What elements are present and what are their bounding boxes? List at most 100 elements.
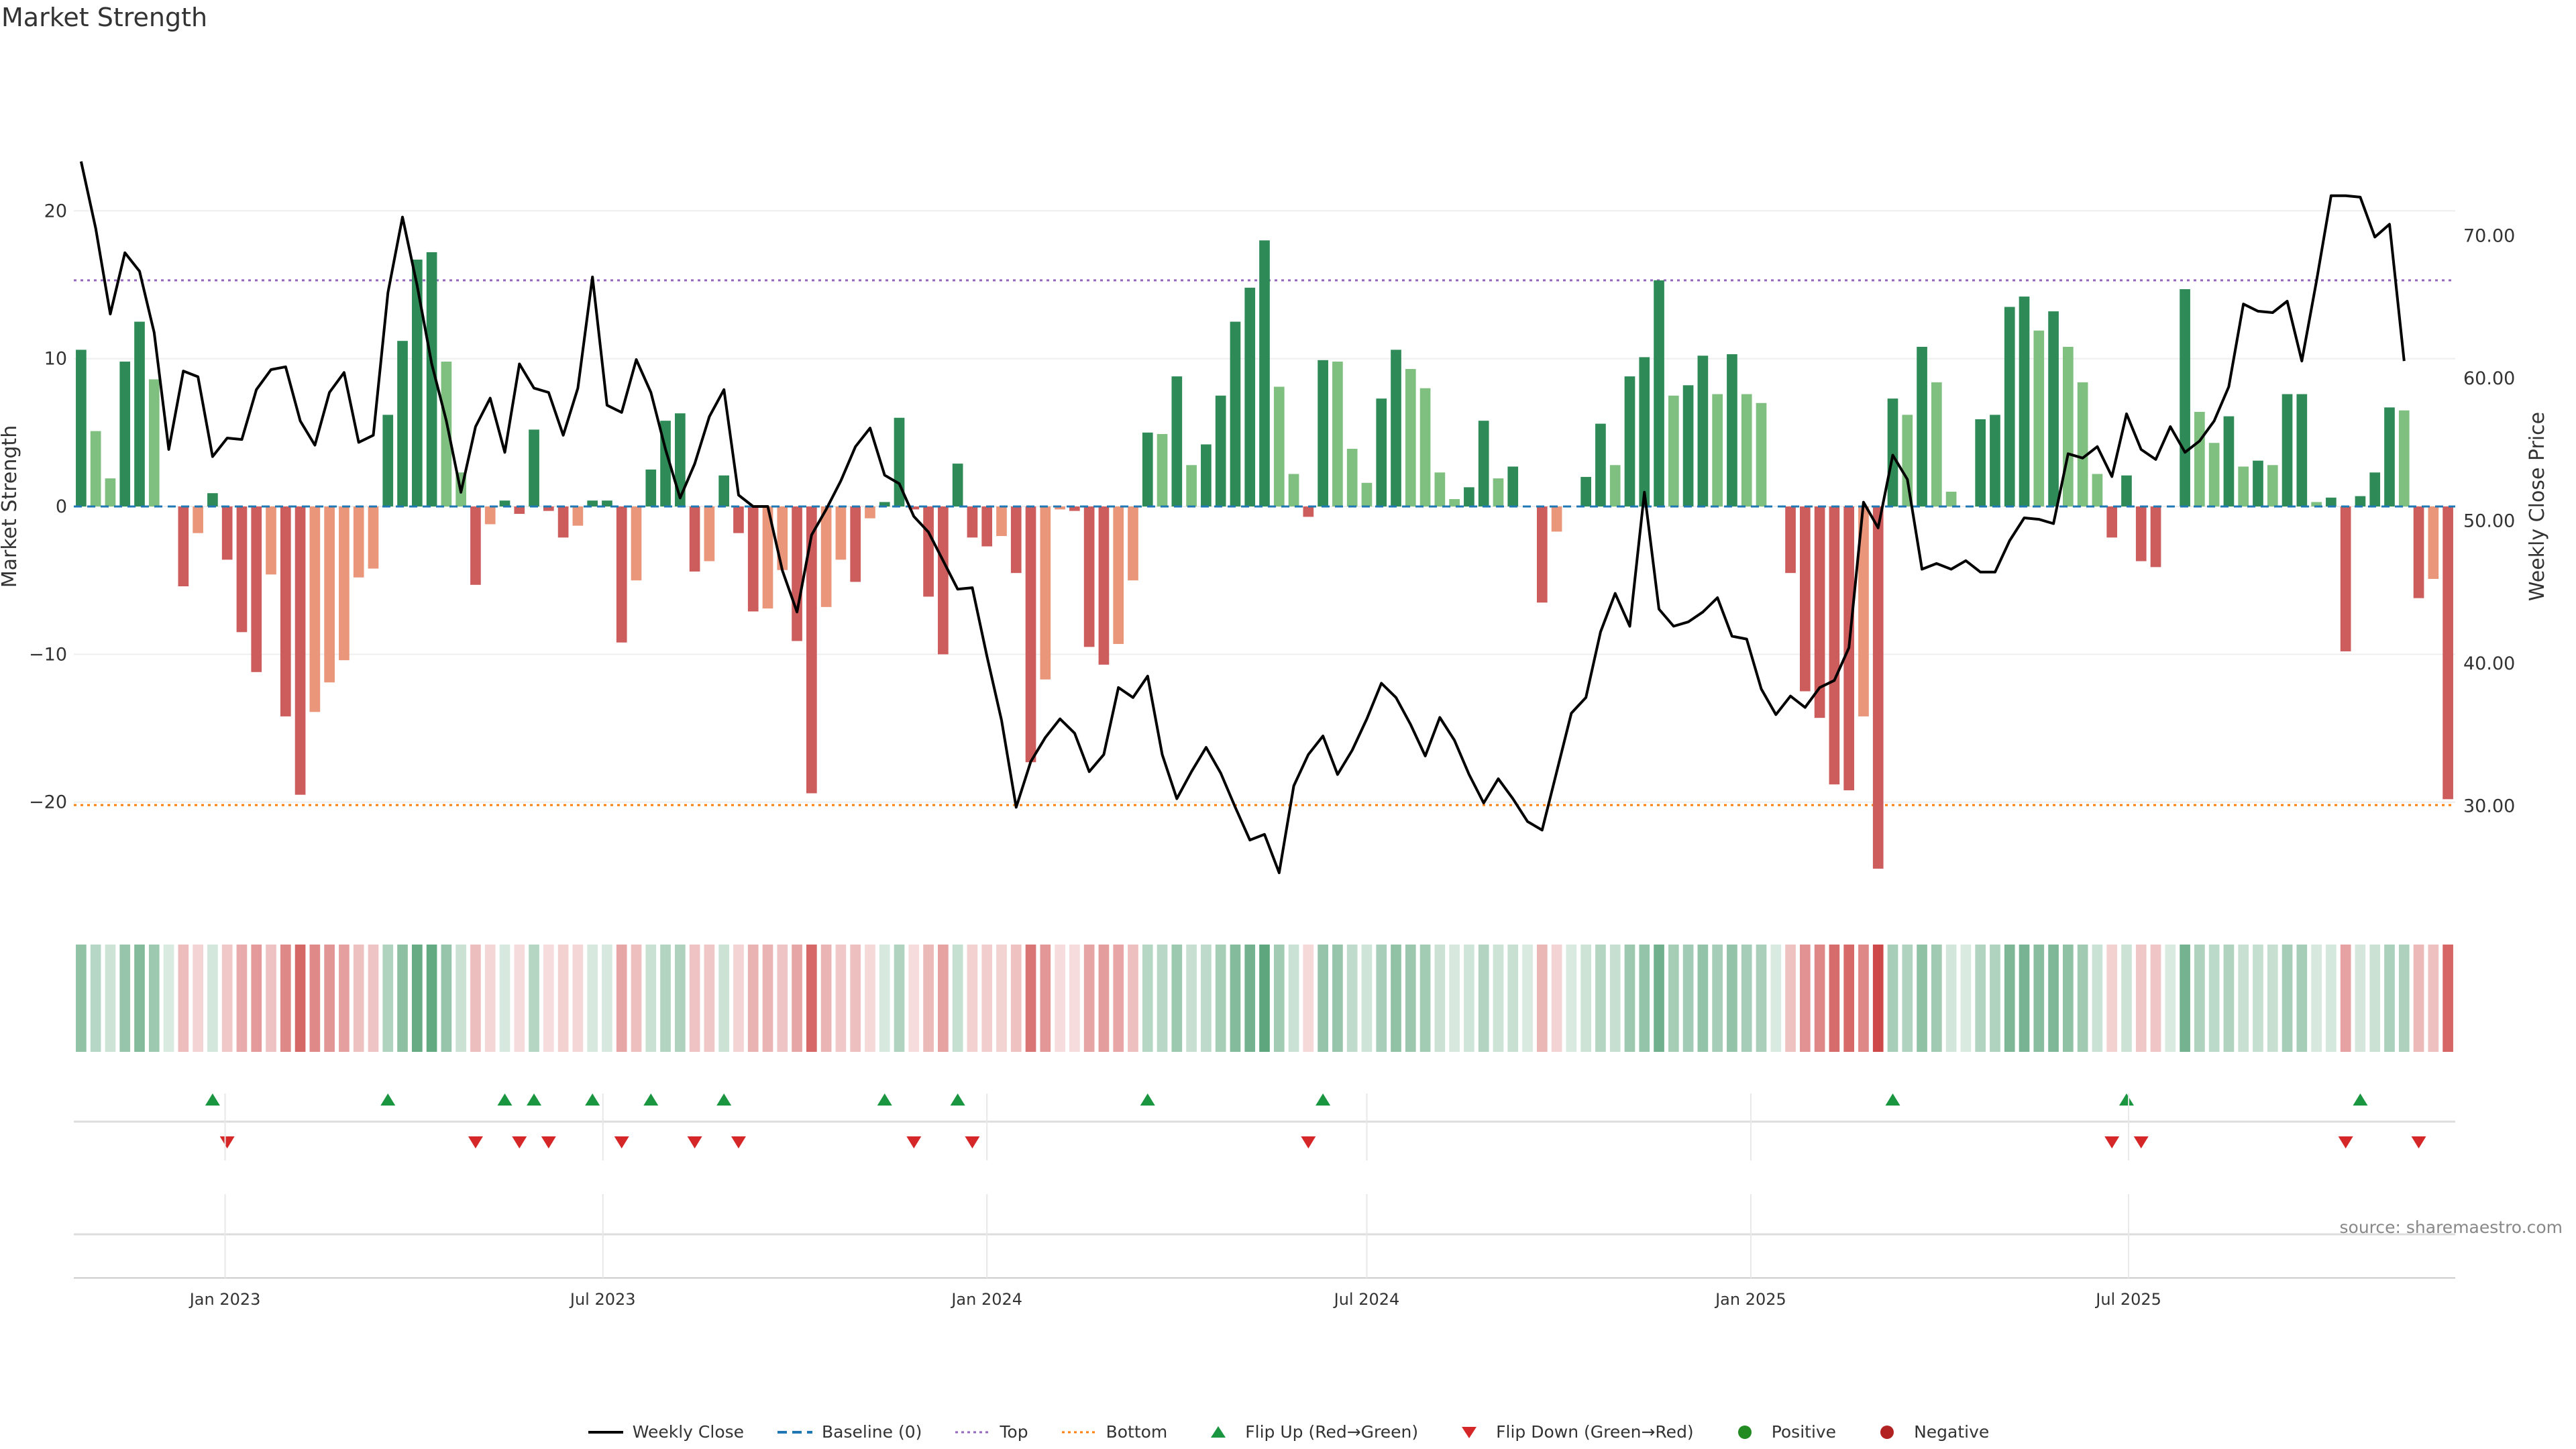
strength-bar xyxy=(2048,311,2059,506)
strength-bar xyxy=(193,506,203,533)
y-tick-label: −20 xyxy=(29,792,67,813)
heatmap-cell xyxy=(792,945,802,1052)
heatmap-cell xyxy=(820,945,832,1052)
strength-bar xyxy=(280,506,291,716)
heatmap-cell xyxy=(1230,945,1241,1052)
strength-bar xyxy=(2384,407,2395,506)
heatmap-cell xyxy=(1566,945,1577,1052)
heatmap-cell xyxy=(835,945,847,1052)
heatmap-cell xyxy=(1478,945,1489,1052)
heatmap-cell xyxy=(908,945,920,1052)
strength-bar xyxy=(1376,398,1387,506)
strength-bar xyxy=(2413,506,2424,598)
heatmap-cell xyxy=(178,945,189,1052)
heatmap-cell xyxy=(2267,945,2278,1052)
flip-up-marker xyxy=(380,1093,396,1106)
heatmap-cell xyxy=(1727,945,1737,1052)
heatmap-cell xyxy=(2048,945,2059,1052)
strength-bar xyxy=(2253,460,2263,506)
heatmap-cell xyxy=(996,945,1007,1052)
heatmap-cell xyxy=(251,945,262,1052)
legend-item: Bottom xyxy=(1061,1422,1167,1442)
strength-bar xyxy=(981,506,993,547)
heatmap-cell xyxy=(353,945,364,1052)
strength-bar xyxy=(426,252,437,506)
strength-bar xyxy=(236,506,248,633)
strength-bar xyxy=(1872,506,1884,869)
y-tick-label: 0 xyxy=(56,496,67,517)
y-tick-label: 10 xyxy=(44,349,67,370)
strength-bar xyxy=(1887,398,1898,506)
heatmap-cell xyxy=(294,945,306,1052)
y2-tick-label: 30.00 xyxy=(2463,796,2515,816)
heatmap-cell xyxy=(1186,945,1197,1052)
strength-bar xyxy=(368,506,379,569)
weekly-close-line xyxy=(79,161,2406,875)
strength-bar xyxy=(1697,356,1709,506)
strength-bar xyxy=(2135,506,2147,561)
heatmap-cell xyxy=(2428,945,2439,1052)
heatmap-cell xyxy=(1858,945,1869,1052)
heatmap-cell xyxy=(1142,945,1153,1052)
strength-bar xyxy=(1098,506,1110,665)
heatmap-cell xyxy=(1712,945,1723,1052)
flip-down-marker xyxy=(687,1136,702,1148)
heatmap-cell xyxy=(616,945,627,1052)
strength-bar xyxy=(221,506,233,560)
flip-down-marker xyxy=(2133,1136,2149,1148)
heatmap-cell xyxy=(1785,945,1796,1052)
legend-swatch-icon xyxy=(777,1430,813,1434)
strength-bar xyxy=(1551,506,1562,532)
flip-up-marker xyxy=(585,1093,600,1106)
heatmap-cell xyxy=(1639,945,1650,1052)
flip-down-marker xyxy=(541,1136,556,1148)
strength-bar xyxy=(1668,395,1679,506)
heatmap-cell xyxy=(1318,945,1328,1052)
heatmap-cell xyxy=(1083,945,1095,1052)
strength-bar xyxy=(2267,465,2278,506)
strength-bar xyxy=(353,506,364,578)
strength-bar xyxy=(704,506,715,561)
flip-up-marker xyxy=(527,1093,542,1106)
strength-bar xyxy=(1507,466,1519,506)
strength-bar xyxy=(2443,506,2453,800)
heatmap-cell xyxy=(674,945,686,1052)
heatmap-cell xyxy=(1799,945,1811,1052)
x-tick-label: Jul 2024 xyxy=(1333,1290,1400,1309)
strength-bar xyxy=(207,493,218,506)
heatmap-cell xyxy=(1814,945,1825,1052)
strength-bar xyxy=(484,506,496,525)
strength-bar xyxy=(514,506,525,515)
strength-bar xyxy=(835,506,847,560)
heatmap-cell xyxy=(1055,945,1065,1052)
strength-bar xyxy=(1244,287,1256,506)
heatmap-cell xyxy=(1931,945,1942,1052)
heatmap-cell xyxy=(1697,945,1709,1052)
flip-down-marker xyxy=(512,1136,527,1148)
heatmap-cell xyxy=(1887,945,1898,1052)
heatmap-cell xyxy=(119,945,131,1052)
heatmap-cell xyxy=(1960,945,1972,1052)
strength-bar xyxy=(2077,382,2088,506)
heatmap-cell xyxy=(1917,945,1927,1052)
strength-bar xyxy=(2019,297,2030,506)
heatmap-cell xyxy=(426,945,437,1052)
heatmap-cell xyxy=(309,945,321,1052)
legend-swatch-icon xyxy=(1880,1425,1894,1439)
heatmap-cell xyxy=(2311,945,2322,1052)
strength-bar xyxy=(499,500,511,506)
strength-bar xyxy=(1186,465,1197,506)
heatmap-cell xyxy=(1493,945,1504,1052)
heatmap-cell xyxy=(2340,945,2351,1052)
strength-bar xyxy=(2033,330,2045,506)
flip-down-marker xyxy=(2411,1136,2426,1148)
flip-up-marker xyxy=(716,1093,732,1106)
y-tick-label: 20 xyxy=(44,201,67,221)
strength-bar xyxy=(1609,465,1621,506)
chart-title: Market Strength xyxy=(1,3,208,32)
heatmap-cell xyxy=(1376,945,1387,1052)
heatmap-cell xyxy=(2150,945,2161,1052)
heatmap-cell xyxy=(660,945,671,1052)
heatmap-cell xyxy=(1507,945,1519,1052)
heatmap-cell xyxy=(1522,945,1533,1052)
